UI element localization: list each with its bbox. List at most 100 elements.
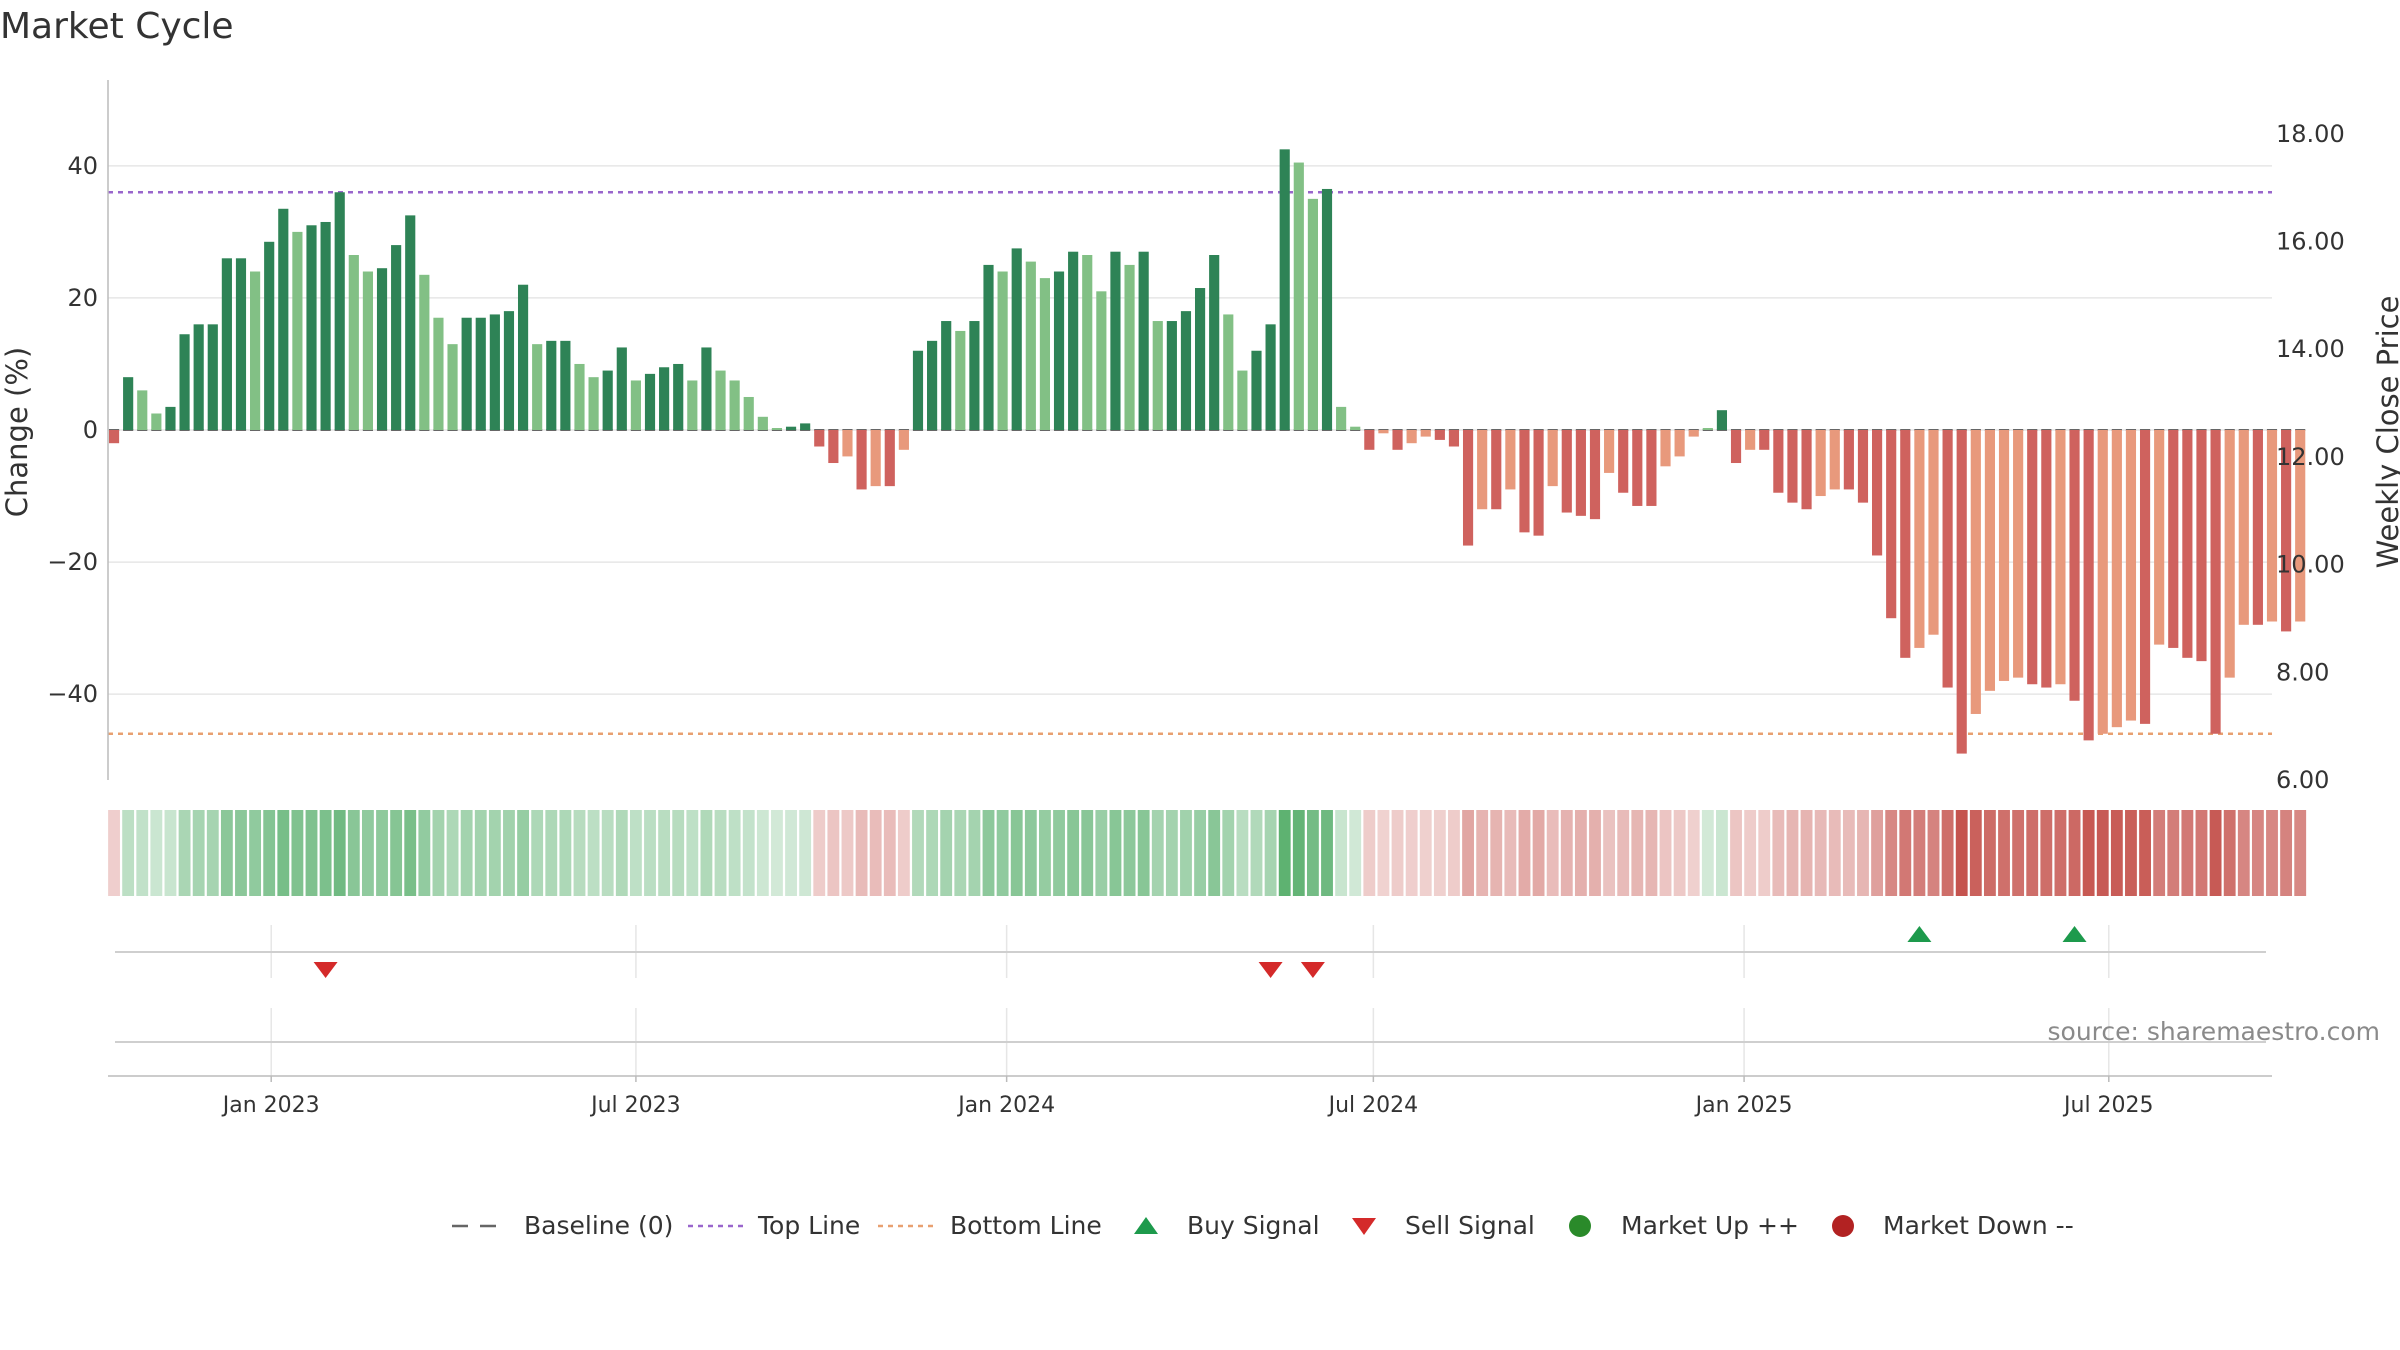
bar-week-2023-05-06 [517, 284, 529, 430]
bar-week-2025-07-26 [2154, 430, 2165, 645]
heat-cell [1687, 810, 1700, 896]
heat-cell [982, 810, 995, 896]
bar-week-2025-05-03 [1984, 430, 1995, 691]
bar-week-2024-01-13 [1025, 261, 1036, 430]
bar-week-2023-06-03 [574, 363, 585, 430]
bar-week-2024-05-04 [1251, 350, 1262, 430]
heat-cell [1208, 810, 1221, 896]
heat-cell [235, 810, 247, 896]
y2-tick-label: 14.00 [2276, 335, 2345, 363]
heat-cell [1137, 810, 1150, 896]
legend-item: Bottom Line [878, 1211, 1102, 1240]
heat-cell [122, 810, 135, 896]
bar-week-2024-03-09 [1138, 251, 1149, 430]
bar-week-2025-02-08 [1815, 430, 1826, 497]
heat-cell [1617, 810, 1630, 896]
heat-cell [714, 810, 727, 896]
heat-cell [1758, 810, 1771, 896]
bar-week-2025-09-06 [2238, 430, 2249, 625]
bar-week-2023-09-30 [814, 430, 825, 447]
heat-cell [1955, 810, 1968, 896]
bar-week-2025-09-13 [2252, 430, 2263, 625]
heat-cell [587, 810, 600, 896]
bar-week-2023-04-08 [461, 317, 472, 430]
heat-cell [1546, 810, 1559, 896]
heat-cell [1998, 810, 2010, 896]
bar-week-2024-10-19 [1589, 430, 1601, 520]
legend-label: Buy Signal [1187, 1211, 1320, 1240]
bar-week-2024-02-17 [1096, 291, 1107, 430]
bar-week-2023-10-14 [842, 430, 853, 457]
heat-cell [1335, 810, 1348, 896]
bar-week-2023-02-25 [376, 268, 388, 430]
y-tick-label: 20 [67, 284, 98, 312]
bar-week-2023-08-05 [701, 347, 712, 430]
bar-week-2023-03-18 [419, 274, 430, 430]
legend-item: Top Line [688, 1211, 860, 1240]
buy-signal-marker [2062, 926, 2087, 942]
heat-cell [404, 810, 417, 896]
bar-week-2024-06-29 [1364, 430, 1375, 450]
bar-week-2024-02-03 [1068, 251, 1079, 430]
bar-week-2024-06-08 [1321, 188, 1333, 430]
bar-week-2024-12-28 [1730, 430, 1742, 464]
bar-week-2025-08-30 [2224, 430, 2235, 678]
heat-cell [2251, 810, 2264, 896]
bar-week-2023-07-29 [687, 380, 698, 430]
y2-tick-label: 6.00 [2276, 766, 2329, 794]
bar-week-2023-11-04 [884, 430, 895, 487]
heat-cell [150, 810, 163, 896]
heat-cell [2096, 810, 2109, 896]
heat-cell [545, 810, 558, 896]
bar-week-2024-03-23 [1166, 321, 1177, 430]
heat-cell [1716, 810, 1728, 896]
heat-cell [1814, 810, 1827, 896]
bar-week-2023-10-21 [856, 430, 867, 490]
bar-week-2022-10-22 [123, 377, 134, 430]
heat-cell [1405, 810, 1418, 896]
heat-cell [813, 810, 826, 896]
bars [108, 149, 2306, 754]
legend-label: Baseline (0) [524, 1211, 673, 1240]
bar-week-2024-04-06 [1194, 288, 1206, 430]
bar-week-2025-01-25 [1787, 430, 1798, 503]
bar-week-2023-08-12 [715, 370, 726, 430]
legend-label: Top Line [757, 1211, 860, 1240]
bar-week-2025-08-23 [2210, 430, 2221, 734]
heat-cell [1490, 810, 1503, 896]
heat-cell [347, 810, 360, 896]
heat-cell [2195, 810, 2208, 896]
bar-week-2025-02-01 [1801, 430, 1812, 510]
bar-week-2025-08-09 [2182, 430, 2193, 658]
y2-axis-title: Weekly Close Price [2371, 296, 2400, 569]
bar-week-2023-03-04 [391, 245, 402, 430]
bar-week-2023-12-16 [969, 321, 980, 430]
bar-week-2023-05-13 [532, 344, 543, 430]
bar-week-2022-12-24 [250, 271, 261, 430]
bar-week-2024-11-23 [1660, 430, 1671, 467]
heat-cell [573, 810, 586, 896]
bar-week-2024-09-14 [1519, 430, 1530, 533]
bar-week-2024-03-02 [1124, 264, 1135, 430]
heat-cell [601, 810, 614, 896]
x-tick-label: Jul 2024 [1327, 1093, 1419, 1118]
heat-cell [2181, 810, 2194, 896]
heat-cell [2280, 810, 2293, 896]
heat-cell [1744, 810, 1757, 896]
bar-week-2022-10-15 [108, 430, 120, 444]
y-axis-title: Change (%) [0, 347, 34, 517]
heat-cell [2209, 810, 2222, 896]
bar-week-2024-05-18 [1279, 149, 1290, 430]
bar-week-2024-08-17 [1462, 430, 1474, 546]
bar-week-2025-08-16 [2196, 430, 2207, 662]
bar-week-2024-05-25 [1293, 162, 1304, 430]
y-tick-label: 40 [67, 152, 98, 180]
heat-cell [1941, 810, 1954, 896]
y-tick-label: 0 [83, 416, 98, 444]
bar-week-2024-08-03 [1434, 430, 1445, 440]
heat-cell [446, 810, 459, 896]
bar-week-2023-10-28 [870, 430, 881, 487]
heat-cell [1589, 810, 1601, 896]
bar-week-2024-11-30 [1674, 430, 1685, 457]
